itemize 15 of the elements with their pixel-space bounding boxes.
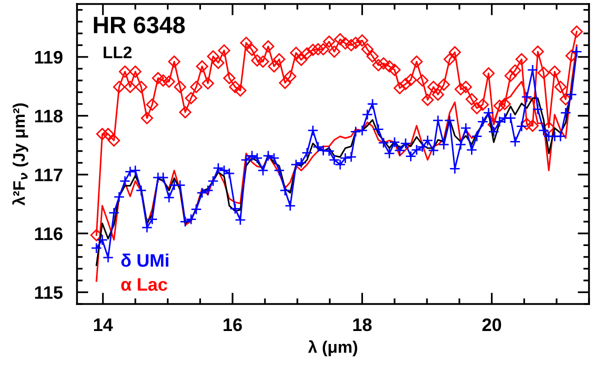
x-axis-title: λ (μm) xyxy=(308,340,358,356)
series-label: α Lac xyxy=(121,278,168,291)
x-tick-label: 14 xyxy=(94,318,113,331)
annotation: HR 6348 xyxy=(94,16,185,34)
x-tick-label: 16 xyxy=(224,318,242,332)
series-label: δ UMi xyxy=(121,254,168,267)
x-tick-label: 18 xyxy=(353,318,372,332)
y-tick-label: 118 xyxy=(35,110,63,122)
x-tick-label: 20 xyxy=(482,318,502,332)
y-tick-label: 119 xyxy=(35,50,62,64)
y-tick-label: 116 xyxy=(35,227,62,240)
y-tick-label: 115 xyxy=(35,286,63,299)
y-axis-title: λ²F$_{ν}$ (Jy μm²) xyxy=(12,103,28,206)
y-tick-label: 117 xyxy=(35,168,62,182)
annotation: LL2 xyxy=(104,46,132,58)
